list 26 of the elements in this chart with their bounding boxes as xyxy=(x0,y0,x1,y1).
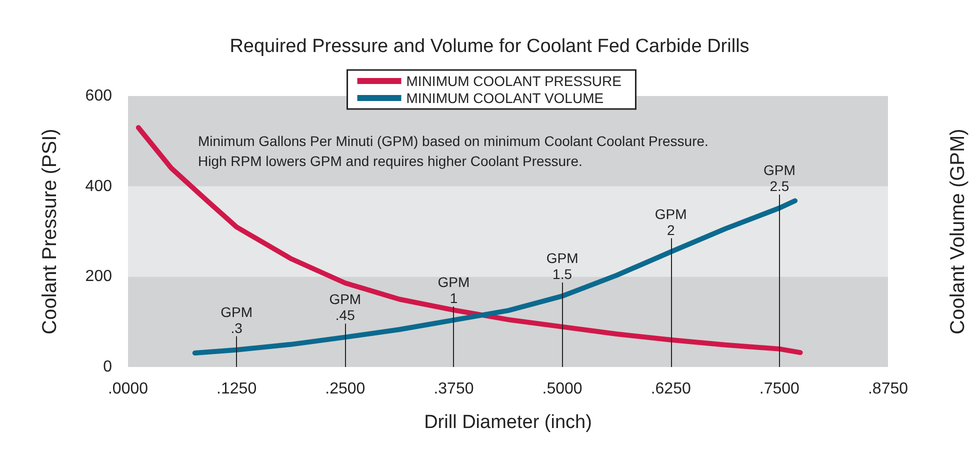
data-label: GPM 2.5 xyxy=(763,162,796,194)
annotation: Minimum Gallons Per Minuti (GPM) based on minimum Coolant Coolant Pressure. xyxy=(198,133,708,149)
y-tick-label: 400 xyxy=(85,178,112,195)
legend-label: MINIMUM COOLANT VOLUME xyxy=(406,90,604,106)
x-tick-label: .3750 xyxy=(434,380,474,398)
y2-axis-title: Coolant Volume (GPM) xyxy=(947,128,969,334)
legend-label: MINIMUM COOLANT PRESSURE xyxy=(406,73,622,89)
annotation: High RPM lowers GPM and requires higher Coolant Pressure. xyxy=(198,153,582,169)
x-tick-label: .1250 xyxy=(216,380,257,398)
data-label: GPM 1.5 xyxy=(546,250,578,282)
data-label: GPM .45 xyxy=(329,291,362,324)
x-axis-title: Drill Diameter (inch) xyxy=(424,412,592,433)
x-tick-label: .0000 xyxy=(108,380,148,398)
y-axis-title: Coolant Pressure (PSI) xyxy=(39,128,61,334)
x-tick-label: .8750 xyxy=(868,380,908,398)
data-label: GPM 1 xyxy=(438,274,470,306)
y-tick-label: 200 xyxy=(85,268,112,286)
chart-title: Required Pressure and Volume for Coolant Fed Carbide Drills xyxy=(230,36,750,57)
data-label: GPM 2 xyxy=(654,206,687,238)
y-tick-label: 0 xyxy=(103,358,112,376)
y-tick-label: 600 xyxy=(85,88,112,104)
x-tick-label: .2500 xyxy=(325,380,366,398)
x-tick-label: .6250 xyxy=(650,380,691,398)
data-label: GPM .3 xyxy=(220,304,253,336)
x-tick-label: .7500 xyxy=(759,380,800,398)
x-tick-label: .5000 xyxy=(542,380,582,398)
